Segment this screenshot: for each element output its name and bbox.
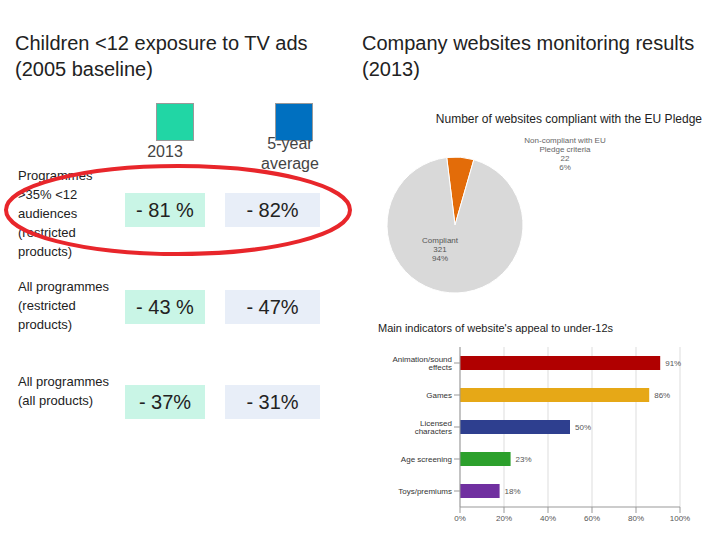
svg-text:100%: 100% bbox=[670, 514, 690, 523]
html-text:321: 321 bbox=[433, 245, 447, 254]
html-text:5-year average: 5-year average bbox=[261, 135, 319, 172]
html-text:6%: 6% bbox=[559, 163, 571, 172]
html-text:2013: 2013 bbox=[147, 143, 183, 160]
html-text:22: 22 bbox=[560, 154, 570, 163]
html-text:- 47%: - 47% bbox=[246, 295, 299, 318]
svg-text:Toys/premiums: Toys/premiums bbox=[398, 487, 452, 496]
html-text:Non-compliant with EU Pledge c: Non-compliant with EU Pledge criteria bbox=[524, 136, 606, 154]
svg-text:50%: 50% bbox=[575, 423, 591, 432]
html-text:Number of websites compliant w: Number of websites compliant with the EU… bbox=[435, 112, 702, 126]
svg-text:0%: 0% bbox=[454, 514, 466, 523]
svg-text:80%: 80% bbox=[628, 514, 644, 523]
svg-text:86%: 86% bbox=[654, 391, 670, 400]
svg-text:23%: 23% bbox=[516, 455, 532, 464]
html-text:Compliant: Compliant bbox=[422, 236, 458, 245]
html-text:- 43 %: - 43 % bbox=[136, 295, 194, 318]
svg-text:91%: 91% bbox=[665, 359, 681, 368]
html-text:Programmes >35% <12 audiences: Programmes >35% <12 audiences (restricte… bbox=[18, 168, 93, 259]
html-text:Children <12 exposure to TV ad: Children <12 exposure to TV ads (2005 ba… bbox=[15, 32, 308, 80]
svg-text:60%: 60% bbox=[584, 514, 600, 523]
html-text:- 37%: - 37% bbox=[138, 390, 192, 413]
svg-text:Licensedcharacters: Licensedcharacters bbox=[415, 419, 452, 436]
svg-text:18%: 18% bbox=[505, 487, 521, 496]
html-text:- 31%: - 31% bbox=[246, 390, 299, 413]
html-text:All programmes (all products): All programmes (all products) bbox=[18, 374, 109, 408]
svg-text:Animation/soundeffects: Animation/soundeffects bbox=[392, 355, 452, 372]
svg-text:40%: 40% bbox=[540, 514, 556, 523]
svg-text:20%: 20% bbox=[496, 514, 512, 523]
html-text:- 81 %: - 81 % bbox=[136, 198, 194, 221]
html-text:Company websites monitoring re: Company websites monitoring results (201… bbox=[362, 32, 695, 80]
svg-text:Age screening: Age screening bbox=[401, 455, 452, 464]
svg-text:Games: Games bbox=[426, 391, 452, 400]
html-text:94%: 94% bbox=[432, 254, 448, 263]
html-text:All programmes (restricted pro: All programmes (restricted products) bbox=[18, 279, 109, 332]
html-text:Main indicators of website's a: Main indicators of website's appeal to u… bbox=[378, 322, 614, 334]
html-text:- 82%: - 82% bbox=[246, 198, 299, 221]
